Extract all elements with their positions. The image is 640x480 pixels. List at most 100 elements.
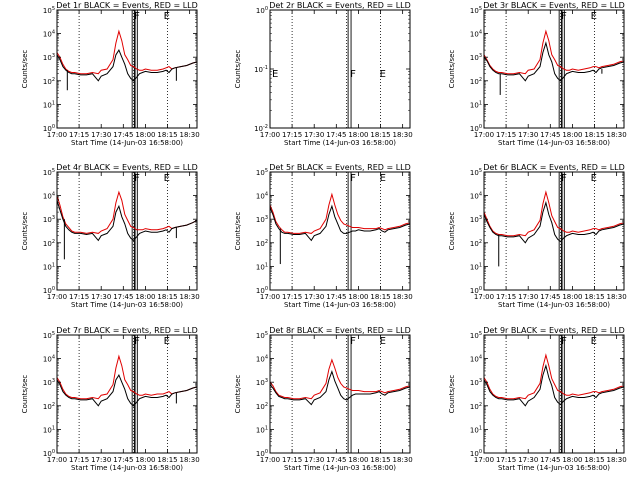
x-tick-label: 18:30 bbox=[607, 293, 627, 301]
series-lld bbox=[483, 190, 625, 237]
y-axis-label: Counts/sec bbox=[448, 212, 456, 251]
x-tick-label: 18:00 bbox=[562, 293, 582, 301]
y-tick-label: 102 bbox=[43, 402, 55, 411]
x-tick-label: 17:15 bbox=[496, 131, 516, 139]
panel-title: Det 7r BLACK = Events, RED = LLD bbox=[56, 326, 198, 335]
series-lld bbox=[56, 354, 198, 400]
x-tick-label: 17:45 bbox=[326, 131, 346, 139]
x-tick-label: 17:45 bbox=[113, 293, 133, 301]
detector-panel-2: Det 2r BLACK = Events, RED = LLD E F E 17:00… bbox=[234, 1, 413, 147]
series-events bbox=[269, 370, 411, 406]
y-axis-label: Counts/sec bbox=[21, 212, 29, 251]
x-tick-label: 18:00 bbox=[348, 456, 368, 464]
plot-frame bbox=[56, 9, 198, 129]
series-events bbox=[483, 41, 625, 82]
x-tick-label: 17:45 bbox=[326, 456, 346, 464]
y-tick-label: 105 bbox=[470, 6, 482, 15]
time-window-box bbox=[347, 171, 352, 291]
panel-title: Det 3r BLACK = Events, RED = LLD bbox=[483, 1, 625, 10]
marker-label-e: E bbox=[164, 173, 170, 184]
x-tick-label: 17:30 bbox=[91, 131, 111, 139]
x-tick-label: 17:45 bbox=[540, 293, 560, 301]
x-tick-label: 18:00 bbox=[348, 293, 368, 301]
x-tick-label: 18:00 bbox=[135, 293, 155, 301]
y-axis-label: Counts/sec bbox=[234, 50, 242, 89]
y-tick-label: 105 bbox=[43, 6, 55, 15]
x-axis-label: Start Time (14-Jun-03 16:58:00) bbox=[71, 464, 183, 472]
x-tick-label: 18:15 bbox=[370, 131, 390, 139]
y-tick-label: 104 bbox=[43, 30, 55, 39]
marker-label-e: E bbox=[272, 69, 278, 80]
time-window-box bbox=[558, 171, 562, 291]
x-tick-label: 17:15 bbox=[282, 293, 302, 301]
x-tick-label: 18:15 bbox=[157, 456, 177, 464]
series-events bbox=[483, 363, 625, 407]
plot-frame bbox=[269, 171, 411, 291]
marker-label-f: F bbox=[350, 173, 356, 184]
marker-label-f: F bbox=[350, 69, 356, 80]
y-axis-label: Counts/sec bbox=[21, 375, 29, 414]
x-tick-label: 17:30 bbox=[304, 293, 324, 301]
y-tick-label: 101 bbox=[256, 425, 268, 434]
y-tick-label: 100 bbox=[256, 449, 268, 458]
x-tick-label: 18:15 bbox=[157, 131, 177, 139]
series-events bbox=[56, 200, 198, 242]
y-tick-label: 100 bbox=[256, 6, 268, 15]
x-axis-label: Start Time (14-Jun-03 16:58:00) bbox=[284, 301, 396, 309]
x-tick-label: 17:45 bbox=[113, 456, 133, 464]
time-window-box bbox=[131, 171, 135, 291]
y-tick-label: 101 bbox=[43, 425, 55, 434]
series-lld bbox=[56, 190, 198, 234]
y-tick-label: 103 bbox=[43, 53, 55, 62]
y-tick-label: 102 bbox=[470, 239, 482, 248]
x-tick-label: 17:00 bbox=[474, 293, 494, 301]
y-tick-label: 100 bbox=[470, 449, 482, 458]
x-tick-label: 18:15 bbox=[584, 456, 604, 464]
time-window-box bbox=[131, 334, 135, 454]
x-tick-label: 17:00 bbox=[47, 131, 67, 139]
marker-label-e: E bbox=[380, 69, 386, 80]
panel-title: Det 4r BLACK = Events, RED = LLD bbox=[56, 163, 198, 172]
y-tick-label: 100 bbox=[43, 449, 55, 458]
marker-label-f: F bbox=[561, 173, 567, 184]
time-window-box bbox=[134, 171, 138, 291]
x-tick-label: 17:00 bbox=[260, 293, 280, 301]
y-tick-label: 102 bbox=[256, 239, 268, 248]
y-tick-label: 101 bbox=[470, 425, 482, 434]
y-tick-label: 101 bbox=[43, 100, 55, 109]
x-tick-label: 17:30 bbox=[518, 131, 538, 139]
marker-label-f: F bbox=[134, 173, 140, 184]
y-axis-label: Counts/sec bbox=[448, 50, 456, 89]
x-tick-label: 18:00 bbox=[135, 456, 155, 464]
marker-label-f: F bbox=[134, 336, 140, 347]
y-tick-label: 101 bbox=[43, 262, 55, 271]
x-tick-label: 17:45 bbox=[540, 456, 560, 464]
x-tick-label: 17:45 bbox=[113, 131, 133, 139]
y-tick-label: 102 bbox=[470, 77, 482, 86]
marker-label-f: F bbox=[561, 11, 567, 22]
y-tick-label: 103 bbox=[43, 215, 55, 224]
time-window-box bbox=[347, 334, 352, 454]
x-axis-label: Start Time (14-Jun-03 16:58:00) bbox=[71, 139, 183, 147]
time-window-box bbox=[131, 9, 135, 129]
x-tick-label: 17:30 bbox=[304, 131, 324, 139]
y-tick-label: 100 bbox=[43, 124, 55, 133]
series-lld bbox=[483, 353, 625, 400]
x-tick-label: 18:30 bbox=[180, 293, 200, 301]
y-tick-label: 103 bbox=[43, 378, 55, 387]
plot-frame bbox=[56, 171, 198, 291]
x-tick-label: 17:15 bbox=[69, 131, 89, 139]
y-tick-label: 102 bbox=[43, 77, 55, 86]
x-tick-label: 17:00 bbox=[260, 456, 280, 464]
x-tick-label: 17:15 bbox=[69, 456, 89, 464]
y-tick-label: 105 bbox=[256, 168, 268, 177]
y-tick-label: 104 bbox=[256, 192, 268, 201]
x-tick-label: 17:15 bbox=[282, 456, 302, 464]
marker-label-e: E bbox=[591, 173, 597, 184]
series-events bbox=[269, 204, 411, 242]
